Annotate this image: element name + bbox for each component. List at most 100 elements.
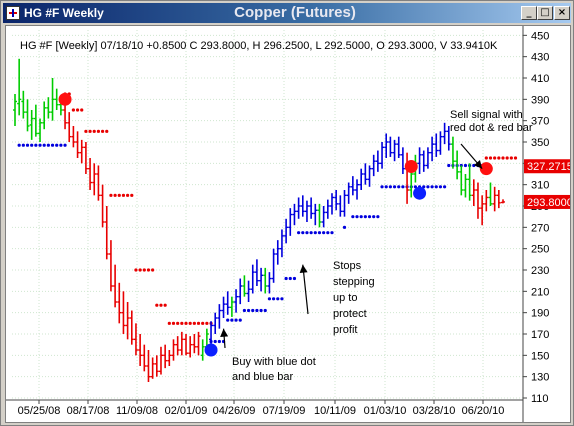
stop-dot: [388, 185, 392, 189]
price-box-label: 293.8000: [527, 197, 570, 209]
ohlc-bar: [50, 78, 55, 121]
stop-dot: [205, 321, 209, 325]
x-tick-label: 06/20/10: [462, 405, 505, 417]
y-tick-label: 210: [531, 286, 549, 298]
stop-dot: [50, 143, 55, 147]
stop-dot: [309, 231, 313, 235]
stop-dot: [438, 185, 443, 189]
ohlc-bar: [25, 99, 30, 132]
stop-dot: [217, 339, 221, 344]
ohlc-bar: [221, 296, 226, 318]
y-tick-label: 310: [531, 180, 549, 192]
ohlc-bar: [342, 190, 347, 217]
ohlc-bar: [188, 336, 193, 358]
ohlc-bar: [129, 310, 134, 345]
ohlc-bar: [355, 179, 360, 200]
stop-dot: [96, 129, 101, 133]
stop-dot: [171, 321, 176, 325]
y-tick-label: 230: [531, 265, 549, 277]
stop-dot: [159, 303, 163, 307]
stop-dot: [146, 268, 151, 272]
stop-dot: [30, 143, 34, 147]
y-tick-label: 150: [531, 350, 549, 362]
chart-app-icon: [6, 6, 20, 20]
x-tick-label: 01/03/10: [364, 405, 407, 417]
ohlc-bar: [88, 158, 93, 190]
ohlc-bar: [54, 88, 59, 110]
price-chart[interactable]: 4504304103903703503303102902702502302101…: [6, 26, 570, 422]
ohlc-bar: [96, 165, 101, 201]
ohlc-bar: [329, 193, 334, 215]
stop-dot: [397, 185, 401, 189]
stop-dot: [117, 193, 121, 197]
ohlc-bar: [229, 296, 234, 317]
stop-dot: [443, 185, 447, 189]
stop-dot: [17, 143, 21, 147]
annotation-text: Stops: [333, 260, 362, 272]
title-bar[interactable]: HG #F Weekly Copper (Futures) _ □ ×: [3, 3, 571, 23]
stop-dot: [297, 231, 301, 235]
ohlc-bar: [104, 206, 109, 260]
stop-dot: [71, 108, 75, 112]
ohlc-bar: [442, 122, 447, 145]
stop-dot: [34, 143, 38, 147]
ohlc-bar: [133, 323, 138, 356]
x-tick-label: 04/26/09: [213, 405, 256, 417]
minimize-button[interactable]: _: [521, 6, 537, 20]
y-tick-label: 110: [531, 393, 549, 405]
stop-dot: [167, 321, 171, 325]
stop-dot: [134, 268, 138, 272]
ohlc-bar: [179, 331, 184, 356]
maximize-button[interactable]: □: [537, 6, 553, 20]
ohlc-bar: [421, 150, 426, 172]
ohlc-bar: [271, 248, 276, 283]
chart-plot-area[interactable]: 4504304103903703503303102902702502302101…: [5, 25, 571, 423]
stop-dot: [263, 308, 267, 313]
ohlc-bar: [184, 334, 189, 356]
grid-lines: [12, 30, 523, 399]
y-tick-label: 250: [531, 244, 549, 256]
ohlc-bar: [417, 147, 422, 174]
ohlc-bar: [238, 278, 243, 305]
y-tick-label: 430: [531, 52, 549, 64]
sell-signal-dot: [479, 162, 493, 176]
stop-dot: [251, 308, 255, 313]
close-button[interactable]: ×: [554, 6, 570, 20]
arrowhead-icon: [473, 159, 483, 169]
stop-dot: [384, 185, 388, 189]
annotation: Buy with blue dot and blue bar: [220, 328, 316, 383]
stop-dot: [372, 215, 376, 219]
x-tick-label: 08/17/08: [67, 405, 110, 417]
y-tick-label: 190: [531, 308, 549, 320]
y-tick-label: 450: [531, 30, 549, 42]
stop-dot: [100, 129, 105, 133]
stop-dot: [246, 308, 251, 313]
stop-dot: [75, 108, 80, 112]
stop-dot: [126, 193, 130, 197]
annotation-text: up to: [333, 292, 357, 304]
ohlc-bar: [29, 110, 34, 140]
stop-dot: [401, 185, 405, 189]
stop-dot: [242, 308, 247, 313]
stop-dot: [434, 185, 438, 189]
stop-dot: [271, 297, 276, 301]
ohlc-bar: [113, 264, 118, 308]
ohlc-bar: [38, 118, 43, 142]
ohlc-bar: [246, 280, 251, 302]
ohlc-bar: [459, 165, 464, 196]
stop-dot: [180, 321, 184, 325]
ohlc-bar: [467, 163, 472, 201]
ohlc-bar: [392, 139, 397, 162]
ohlc-bar: [209, 321, 214, 345]
stop-dot: [259, 308, 263, 313]
stop-dot: [322, 231, 326, 235]
stop-dot: [46, 143, 50, 147]
y-tick-label: 170: [531, 329, 549, 341]
stop-dot: [21, 143, 25, 147]
ohlc-bar: [21, 90, 26, 119]
stop-dot: [497, 156, 501, 160]
stop-dot: [330, 231, 334, 235]
y-tick-label: 390: [531, 94, 549, 106]
buy-signal-dot: [204, 343, 218, 357]
ohlc-bar: [380, 142, 385, 169]
